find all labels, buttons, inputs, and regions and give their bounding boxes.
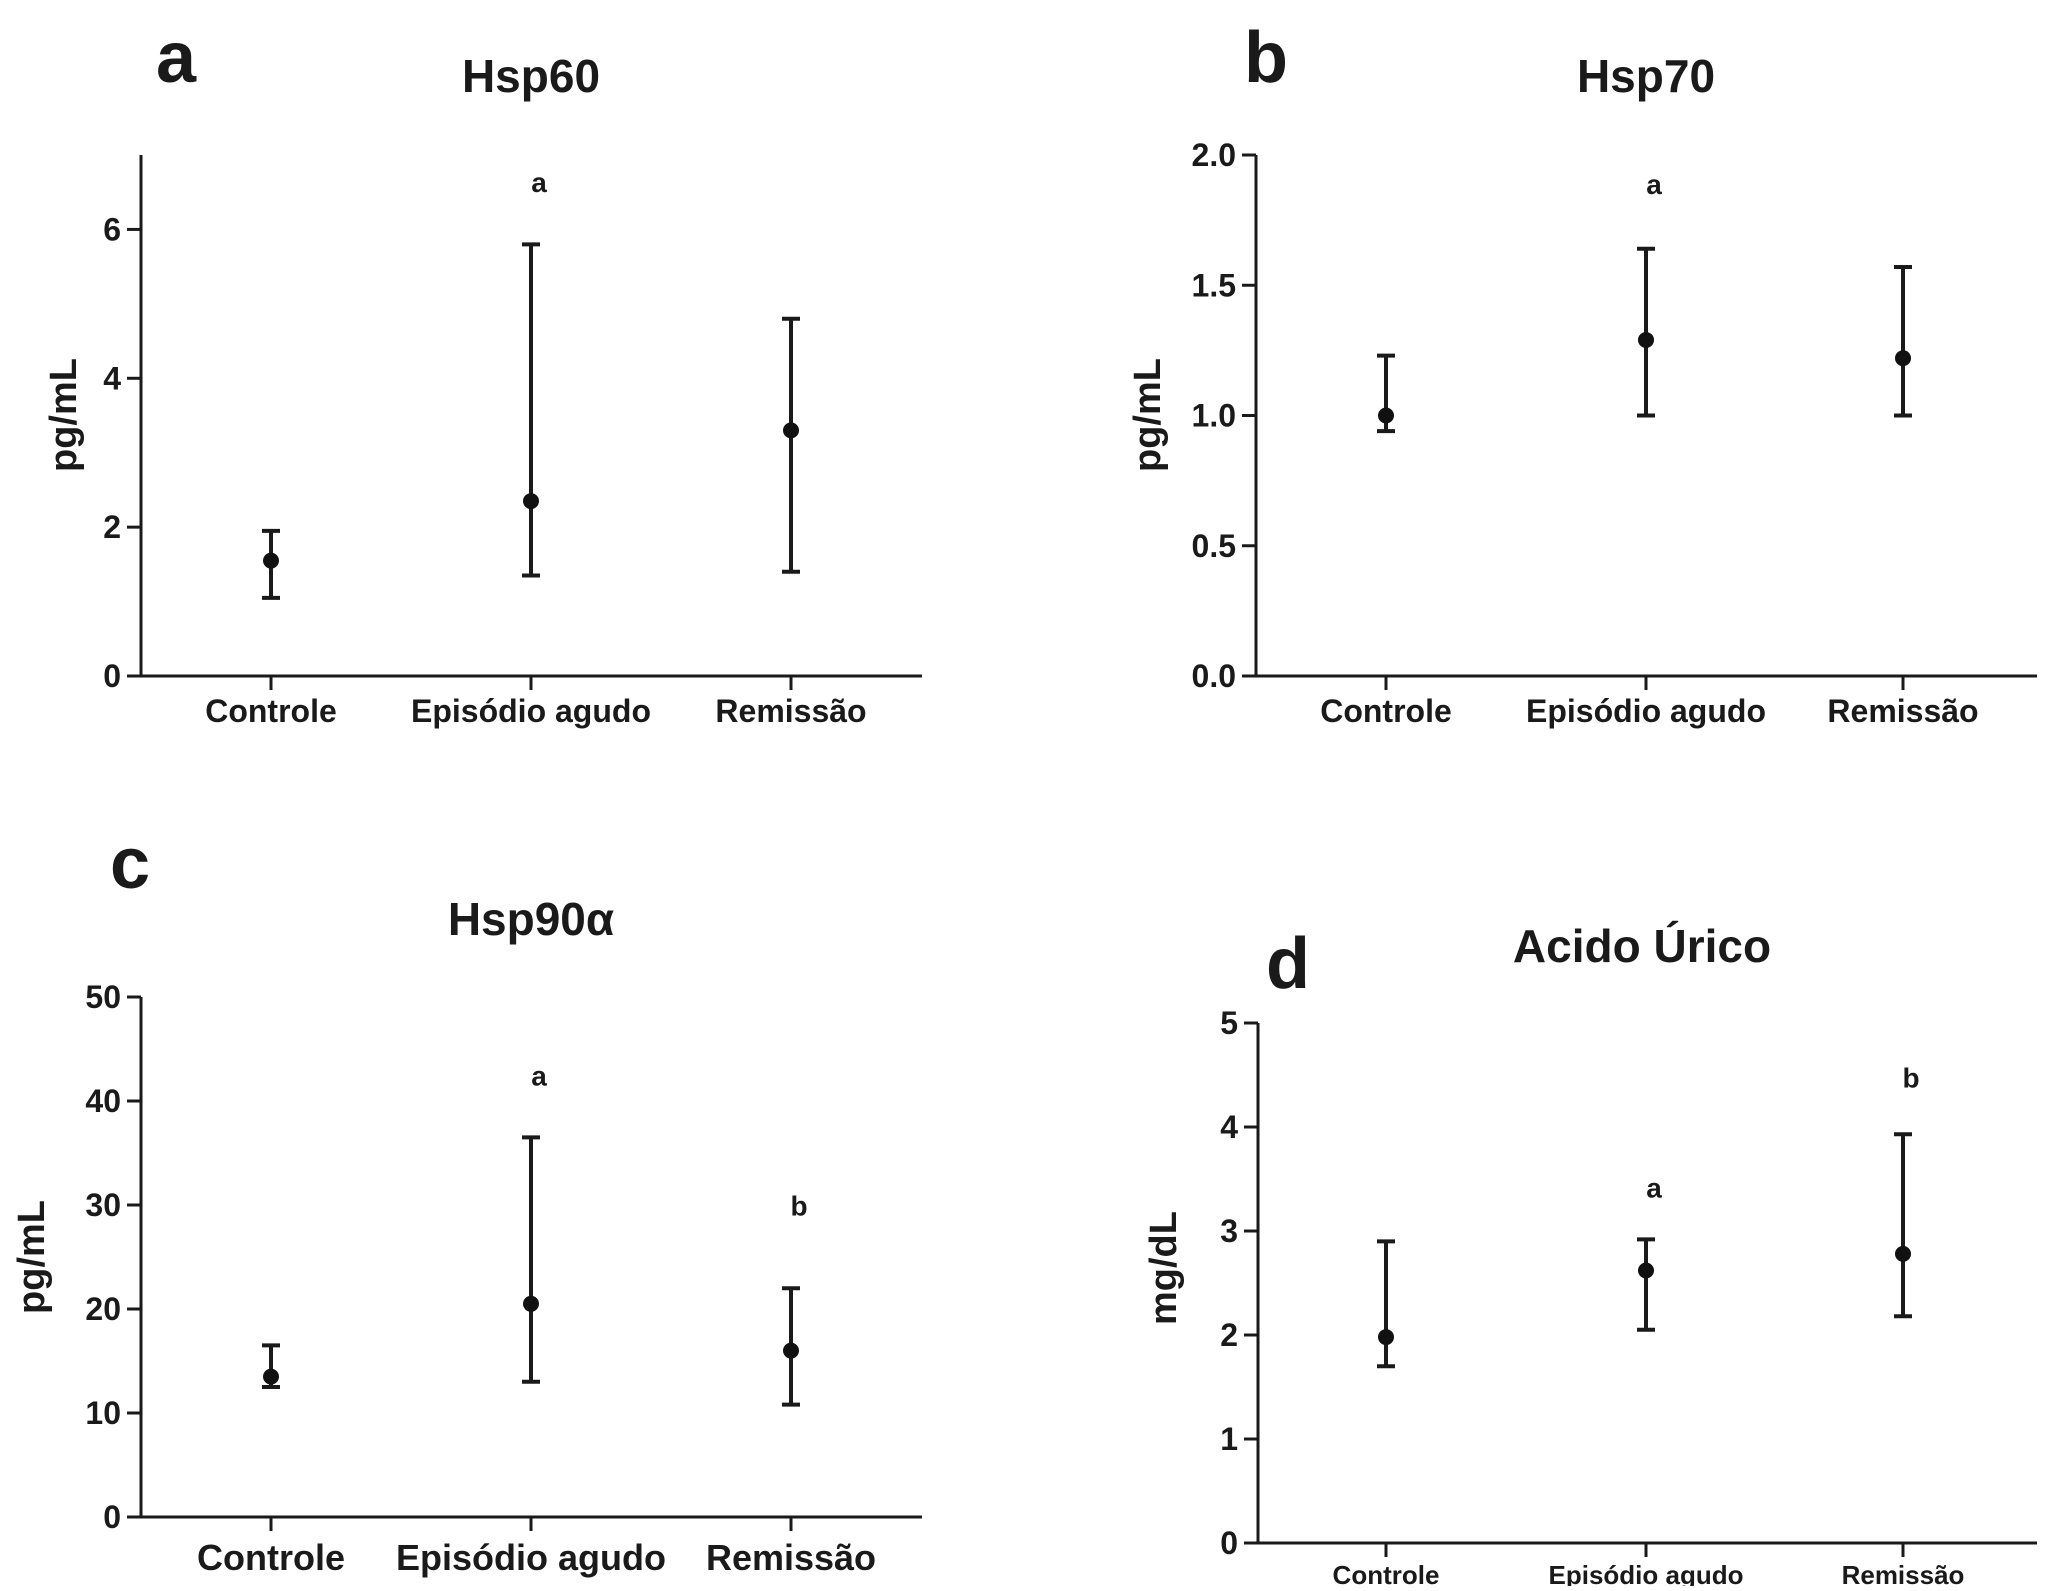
y-axis-label: mg/dL (1143, 1211, 1185, 1325)
y-tick-label: 3 (1220, 1213, 1238, 1249)
y-tick-label: 1.5 (1192, 267, 1236, 303)
x-tick-label: Controle (197, 1537, 345, 1578)
chart-title: Hsp60 (462, 50, 600, 102)
y-tick-label: 2 (1220, 1317, 1238, 1353)
panel-letter: a (156, 18, 197, 98)
y-axis-label: pg/mL (11, 1200, 53, 1314)
x-tick-label: Remissão (706, 1537, 876, 1578)
y-tick-label: 2.0 (1192, 137, 1236, 173)
y-tick-label: 0 (103, 1499, 121, 1535)
x-tick-label: Episódio agudo (1526, 693, 1766, 729)
y-tick-label: 50 (85, 979, 121, 1015)
significance-label: a (1646, 169, 1662, 200)
x-tick-label: Controle (1333, 1560, 1440, 1586)
data-point (783, 1342, 799, 1359)
x-tick-label: Controle (205, 693, 337, 729)
significance-label: b (790, 1190, 807, 1221)
data-point (783, 422, 799, 439)
significance-label: b (1902, 1062, 1919, 1093)
y-tick-label: 1.0 (1192, 398, 1236, 434)
data-point (1638, 1262, 1654, 1279)
y-tick-label: 0.5 (1192, 528, 1236, 564)
x-tick-label: Controle (1320, 693, 1452, 729)
y-tick-label: 2 (103, 509, 121, 545)
data-point (1638, 331, 1654, 348)
y-axis-label: pg/mL (43, 358, 85, 472)
y-tick-label: 20 (85, 1291, 121, 1327)
panel-letter: d (1266, 924, 1310, 1004)
panel-letter: c (110, 824, 150, 904)
chart-title: Hsp90α (448, 893, 614, 945)
y-tick-label: 10 (85, 1395, 121, 1431)
panel-b: b Hsp70 pg/mL 0.0 0.5 1.0 1.5 2.0 Controle Episód… (1127, 18, 2037, 729)
y-tick-label: 40 (85, 1083, 121, 1119)
data-point (1378, 407, 1394, 424)
significance-label: a (1646, 1173, 1662, 1204)
data-point (263, 552, 279, 569)
y-tick-label: 5 (1220, 1005, 1238, 1041)
x-tick-label: Episódio agudo (1549, 1560, 1744, 1586)
significance-label: a (531, 1060, 547, 1091)
panel-d: d Acido Úrico mg/dL 0 1 2 3 4 5 Controle Episódio … (1143, 920, 2037, 1590)
y-tick-label: 6 (103, 211, 121, 247)
data-point (263, 1368, 279, 1385)
significance-label: a (531, 167, 547, 198)
y-tick-label: 1 (1220, 1421, 1238, 1457)
y-tick-label: 0.0 (1192, 658, 1236, 694)
y-tick-label: 0 (1220, 1525, 1238, 1561)
x-tick-label: Remissão (715, 693, 866, 729)
data-point (523, 1295, 539, 1312)
chart-title: Hsp70 (1577, 50, 1715, 102)
x-tick-label: Episódio agudo (411, 693, 651, 729)
chart-title: Acido Úrico (1513, 920, 1771, 972)
y-axis-label: pg/mL (1127, 358, 1169, 472)
y-tick-label: 4 (103, 360, 121, 396)
data-point (1895, 1245, 1911, 1262)
panel-c: c Hsp90α pg/mL 0 10 20 30 40 50 Controle Episódio … (11, 824, 922, 1578)
data-point (1895, 350, 1911, 367)
x-tick-label: Remissão (1827, 693, 1978, 729)
panel-a: a Hsp60 pg/mL 0 2 4 6 Controle Episódio agudo Rem… (43, 18, 922, 729)
x-tick-label: Episódio agudo (396, 1537, 666, 1578)
panel-letter: b (1244, 18, 1288, 98)
data-point (1378, 1329, 1394, 1346)
y-tick-label: 4 (1220, 1109, 1238, 1145)
y-tick-label: 30 (85, 1187, 121, 1223)
x-tick-label: Remissão (1842, 1560, 1965, 1586)
y-tick-label: 0 (103, 658, 121, 694)
data-point (523, 493, 539, 510)
